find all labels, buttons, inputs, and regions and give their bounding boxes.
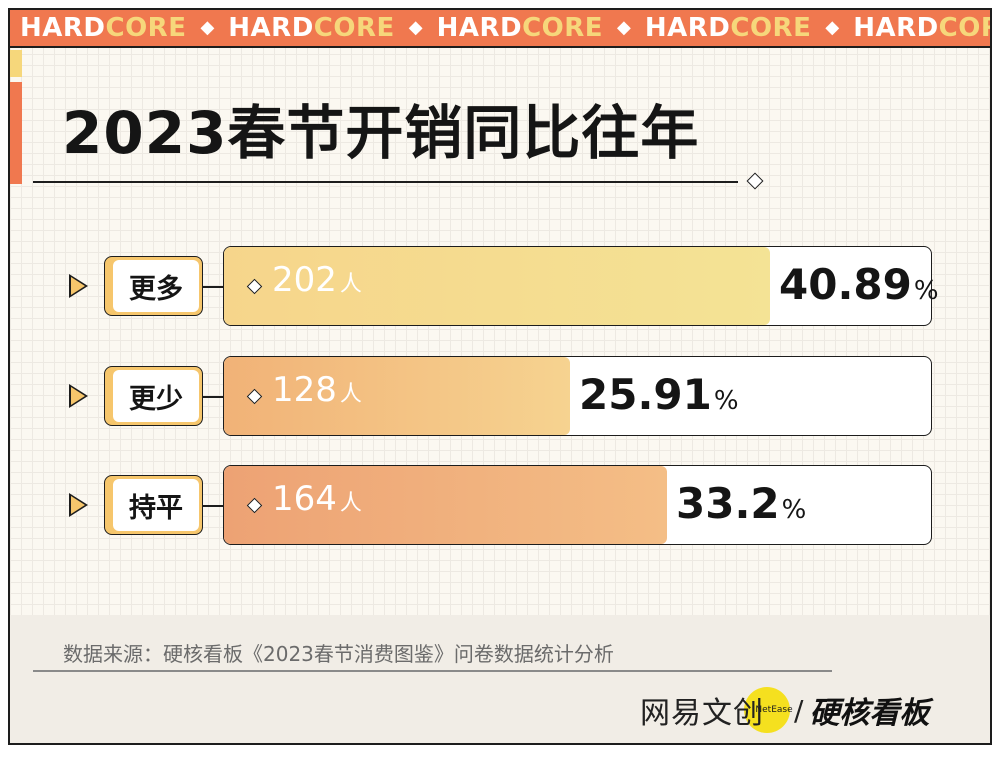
data-source-note: 数据来源：硬核看板《2023春节消费图鉴》问卷数据统计分析 — [63, 642, 614, 666]
banner-word: HARDCORE — [644, 13, 812, 43]
brand-hardcore-board: 硬核看板 — [809, 696, 930, 731]
percent-label: 40.89% — [779, 260, 939, 309]
bar-row: 更少 128 人 25.91% — [10, 356, 990, 438]
hardcore-banner: HARDCORE ◆ HARDCORE ◆ HARDCORE ◆ HARDCORE ◆ HARD… — [10, 10, 990, 48]
banner-diamond-icon: ◆ — [200, 17, 215, 38]
play-arrow-icon — [69, 274, 88, 298]
play-arrow-icon — [69, 493, 88, 517]
banner-diamond-icon: ◆ — [408, 17, 423, 38]
category-label-box: 更少 — [104, 366, 203, 426]
category-label-box: 更多 — [104, 256, 203, 316]
category-label-box: 持平 — [104, 475, 203, 535]
brand-netease-wenchuang: 网易文创 — [640, 696, 764, 731]
play-arrow-icon — [69, 384, 88, 408]
percent-label: 33.2% — [676, 479, 807, 528]
bar-track — [223, 356, 932, 436]
category-label: 更少 — [113, 370, 199, 422]
banner-word: HARDCORE — [20, 13, 187, 43]
banner-word: HARDCORE — [853, 13, 990, 43]
title-underline — [33, 181, 738, 183]
banner-word: HARDCORE — [228, 13, 395, 43]
banner-diamond-icon: ◆ — [617, 17, 631, 38]
netease-badge-icon: NetEase — [744, 687, 793, 733]
bar-fill — [224, 357, 570, 435]
chart-title: 2023春节开销同比往年 — [62, 99, 700, 167]
category-label: 持平 — [113, 479, 199, 531]
bar-track — [223, 465, 932, 545]
title-diamond-icon — [746, 172, 764, 190]
bar-row: 持平 164 人 33.2% — [10, 465, 990, 547]
source-divider — [33, 670, 832, 672]
percent-label: 25.91% — [579, 370, 739, 419]
brand-separator: / — [794, 693, 804, 727]
brand-logos: 网易文创 NetEase / 硬核看板 — [640, 683, 929, 737]
count-label: 128 人 — [272, 370, 362, 410]
banner-word: HARDCORE — [436, 13, 604, 43]
bar-row: 更多 202 人 40.89% — [10, 246, 990, 328]
bar-fill — [224, 466, 667, 544]
infographic-frame: HARDCORE ◆ HARDCORE ◆ HARDCORE ◆ HARDCORE ◆ HARD… — [8, 8, 992, 745]
category-label: 更多 — [113, 260, 199, 312]
side-accent-orange — [10, 82, 22, 184]
bar-fill — [224, 247, 770, 325]
netease-badge-text: NetEase — [755, 705, 793, 715]
bar-track — [223, 246, 932, 326]
side-accent-yellow — [10, 50, 22, 77]
banner-diamond-icon: ◆ — [825, 17, 840, 38]
count-label: 202 人 — [272, 260, 362, 300]
count-label: 164 人 — [272, 479, 362, 519]
footer: 数据来源：硬核看板《2023春节消费图鉴》问卷数据统计分析 网易文创 NetEa… — [10, 615, 990, 743]
